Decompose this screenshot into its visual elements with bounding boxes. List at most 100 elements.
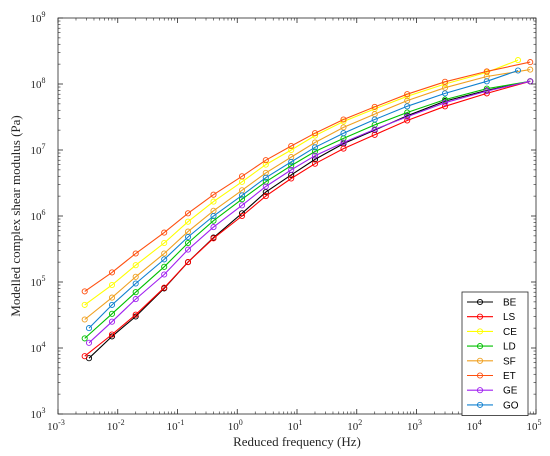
data-point-ls	[441, 103, 449, 110]
series-line-sf	[84, 69, 531, 320]
legend-item-be: BE	[467, 298, 517, 309]
y-tick-label: 106	[31, 208, 46, 223]
legend-swatch-marker	[476, 401, 484, 408]
legend-item-ld: LD	[467, 342, 516, 353]
data-point-et	[441, 78, 449, 85]
data-point-et	[340, 116, 347, 123]
data-point-go	[85, 325, 93, 332]
legend-label-be: BE	[503, 298, 517, 309]
data-point-go	[184, 233, 192, 241]
data-point-ls	[132, 311, 139, 318]
legend-item-et: ET	[467, 371, 516, 382]
legend-item-ge: GE	[467, 386, 518, 397]
data-point-et	[238, 173, 246, 180]
data-point-ge	[288, 166, 295, 173]
data-point-ge	[210, 224, 217, 231]
data-point-go	[514, 67, 522, 74]
data-point-ge	[527, 78, 534, 85]
data-point-et	[184, 210, 192, 217]
data-point-ld	[184, 239, 192, 247]
data-point-ls	[262, 193, 269, 200]
data-point-et	[262, 157, 269, 164]
x-tick-label: 101	[288, 418, 303, 433]
series-ld	[81, 78, 534, 342]
data-point-ls	[340, 145, 347, 152]
data-point-ld	[161, 263, 168, 270]
data-point-go	[441, 90, 449, 97]
x-tick-label: 102	[347, 418, 362, 433]
legend-swatch-marker	[476, 372, 484, 379]
data-point-be	[311, 156, 319, 163]
data-point-go	[311, 144, 319, 151]
x-tick-label: 10-2	[107, 418, 125, 433]
legend-item-ce: CE	[467, 327, 517, 338]
data-point-go	[132, 280, 139, 287]
plot-area	[57, 17, 537, 415]
data-point-ls	[404, 117, 411, 124]
data-point-ls	[210, 235, 217, 242]
data-point-et	[161, 229, 168, 236]
data-point-et	[483, 68, 490, 75]
data-point-ld	[404, 109, 411, 116]
x-tick-label: 104	[467, 418, 482, 433]
y-tick-label: 109	[31, 10, 46, 25]
data-point-et	[371, 103, 378, 110]
data-point-ld	[238, 196, 246, 203]
series-sf	[81, 66, 534, 323]
data-point-ld	[262, 178, 269, 185]
data-point-ce	[514, 57, 522, 64]
data-point-go	[161, 256, 168, 263]
data-point-ls	[161, 284, 168, 291]
data-point-et	[132, 250, 139, 257]
legend-item-go: GO	[467, 400, 519, 411]
data-point-ge	[404, 113, 411, 120]
data-point-et	[404, 91, 411, 98]
data-point-ge	[238, 202, 246, 209]
data-point-ls	[311, 160, 319, 167]
data-point-sf	[404, 97, 411, 104]
x-tick-label: 10-3	[47, 418, 65, 433]
data-point-ld	[81, 335, 88, 342]
data-point-go	[238, 192, 246, 199]
data-point-ce	[132, 262, 139, 269]
legend-item-ls: LS	[467, 312, 516, 323]
legend-label-go: GO	[503, 400, 519, 411]
data-point-et	[311, 130, 319, 137]
data-point-ls	[238, 212, 246, 220]
series-ge	[85, 78, 534, 346]
data-point-sf	[161, 250, 168, 257]
data-point-ge	[262, 183, 269, 190]
legend-label-et: ET	[503, 371, 516, 382]
data-point-ge	[311, 152, 319, 159]
data-point-sf	[108, 294, 116, 301]
legend: BE LS CE LD SF ET GE GO	[461, 291, 529, 416]
series-line-go	[88, 69, 519, 329]
data-point-sf	[132, 273, 139, 280]
legend-swatch-marker	[476, 343, 484, 350]
data-point-ce	[184, 218, 192, 225]
x-tick-label: 103	[407, 418, 422, 433]
series-line-et	[84, 61, 531, 292]
data-point-ge	[441, 99, 449, 106]
series-line-be	[88, 80, 531, 359]
data-point-ge	[371, 126, 378, 133]
legend-swatch-marker	[476, 313, 484, 320]
data-point-go	[483, 78, 490, 85]
data-point-ld	[311, 148, 319, 155]
data-point-sf	[81, 316, 88, 323]
data-point-et	[288, 142, 295, 150]
data-point-go	[371, 116, 378, 123]
data-point-ld	[288, 162, 295, 169]
x-tick-label: 100	[228, 418, 243, 433]
data-point-ce	[210, 198, 217, 205]
data-point-ce	[340, 118, 347, 125]
legend-swatch-marker	[476, 298, 484, 306]
y-axis-title: Modelled complex shear modulus (Pa)	[8, 115, 23, 316]
data-point-ld	[108, 310, 116, 317]
data-point-ce	[81, 301, 88, 308]
series-line-ge	[88, 80, 531, 344]
data-point-ce	[161, 239, 168, 247]
data-point-et	[527, 59, 534, 66]
data-point-ls	[108, 331, 116, 338]
series-line-ls	[84, 80, 531, 357]
